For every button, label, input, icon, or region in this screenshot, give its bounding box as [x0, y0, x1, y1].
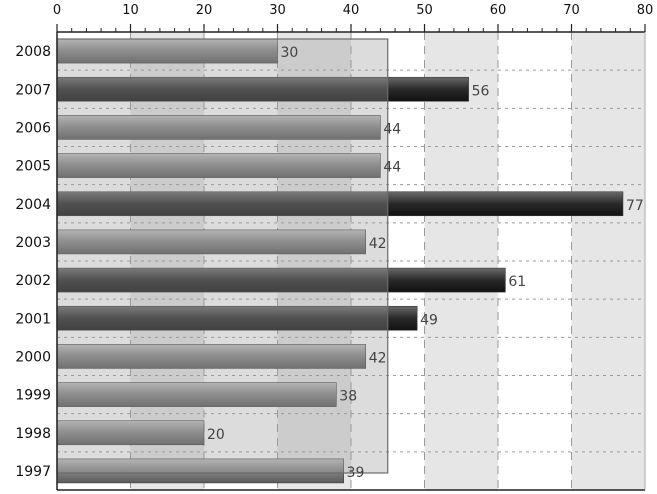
category-label: 2007 — [15, 82, 51, 98]
value-label: 61 — [508, 274, 526, 290]
bar-2003 — [56, 229, 367, 255]
value-label: 56 — [472, 83, 490, 99]
category-label: 1999 — [15, 388, 51, 404]
value-label: 42 — [369, 236, 387, 252]
bar-2007 — [56, 76, 469, 102]
value-label: 44 — [383, 121, 401, 137]
bar-2000 — [56, 344, 367, 369]
overlay-layer — [56, 38, 389, 474]
x-tick-label: 50 — [416, 3, 433, 18]
value-label: 38 — [339, 389, 357, 405]
value-label: 77 — [626, 198, 644, 214]
x-tick-label: 80 — [637, 3, 654, 18]
x-tick-label: 0 — [53, 3, 61, 18]
bars-layer — [56, 38, 624, 484]
category-label: 2008 — [15, 44, 51, 60]
value-label: 30 — [281, 45, 299, 61]
x-tick-label: 10 — [122, 3, 139, 18]
category-label: 2006 — [15, 120, 51, 136]
category-label: 2000 — [15, 349, 51, 365]
bar-2002 — [56, 267, 506, 293]
overlay-band — [56, 38, 389, 474]
category-label: 2001 — [15, 311, 51, 327]
bar-2008 — [56, 38, 278, 64]
value-label: 42 — [369, 350, 387, 366]
x-tick-label: 60 — [490, 3, 507, 18]
bar-2006 — [56, 115, 381, 140]
x-tick-label: 40 — [343, 3, 360, 18]
value-label: 20 — [207, 427, 225, 443]
labels-layer: 2008 30 2007 56 2006 44 2005 44 2004 77 2003 42 2002… — [15, 44, 643, 481]
bar-2001 — [56, 305, 418, 331]
bar-1997 — [56, 458, 344, 484]
category-label: 1998 — [15, 426, 51, 442]
category-label: 2004 — [15, 197, 51, 213]
bar-2005 — [56, 153, 381, 178]
category-label: 2003 — [15, 235, 51, 251]
value-label: 39 — [347, 465, 365, 481]
axis-layer: 0 10 20 30 40 50 60 70 80 — [53, 3, 654, 491]
category-label: 1997 — [15, 464, 51, 480]
x-tick-label: 30 — [269, 3, 286, 18]
grid-layer — [57, 32, 645, 490]
category-label: 2002 — [15, 273, 51, 289]
x-tick-label: 20 — [196, 3, 213, 18]
category-label: 2005 — [15, 159, 51, 175]
bar-1999 — [56, 382, 337, 407]
x-tick-label: 70 — [563, 3, 580, 18]
value-label: 44 — [383, 160, 401, 176]
bar-1998 — [56, 420, 205, 446]
value-label: 49 — [420, 312, 438, 328]
